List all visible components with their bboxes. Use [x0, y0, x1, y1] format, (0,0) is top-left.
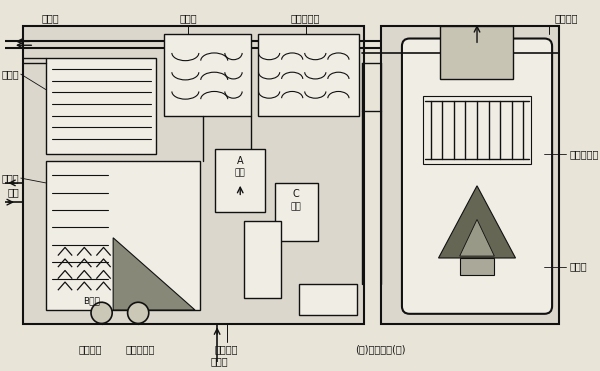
Text: 용축기: 용축기: [179, 13, 197, 23]
Bar: [460, 258, 494, 275]
Bar: [23, 26, 364, 324]
Bar: [440, 26, 512, 79]
Bar: [46, 58, 157, 154]
Text: 냉수: 냉수: [7, 187, 19, 197]
Text: A: A: [237, 156, 244, 166]
Circle shape: [128, 302, 149, 324]
Text: 밸브: 밸브: [290, 203, 301, 211]
Bar: [275, 183, 318, 241]
Polygon shape: [113, 238, 195, 310]
Bar: [215, 149, 265, 212]
Text: 냉매펌프: 냉매펌프: [79, 344, 102, 354]
Text: C: C: [293, 190, 299, 200]
Text: 배기가스: 배기가스: [554, 13, 578, 23]
Bar: [46, 161, 200, 310]
Text: 증발기: 증발기: [1, 173, 19, 183]
Circle shape: [91, 302, 112, 324]
Text: 고온재생기: 고온재생기: [569, 149, 599, 159]
Text: B밸브: B밸브: [83, 297, 100, 306]
Bar: [299, 284, 356, 315]
Text: 밸브: 밸브: [235, 169, 245, 178]
Text: 냉각수: 냉각수: [210, 356, 228, 366]
Bar: [164, 34, 251, 115]
Text: 저온재생기: 저온재생기: [291, 13, 320, 23]
Bar: [381, 26, 559, 324]
Text: 흡수액펌프: 흡수액펌프: [125, 344, 155, 354]
Text: 버어너: 버어너: [569, 262, 587, 272]
FancyBboxPatch shape: [402, 39, 552, 314]
Polygon shape: [460, 220, 494, 256]
Text: 추기장치: 추기장치: [215, 344, 238, 354]
Bar: [244, 221, 281, 298]
Text: (저)열교환기(고): (저)열교환기(고): [356, 344, 406, 354]
Polygon shape: [439, 186, 515, 258]
Bar: [257, 34, 359, 115]
Bar: [423, 96, 531, 164]
Text: 흡수기: 흡수기: [1, 69, 19, 79]
Text: 냉각수: 냉각수: [42, 13, 59, 23]
